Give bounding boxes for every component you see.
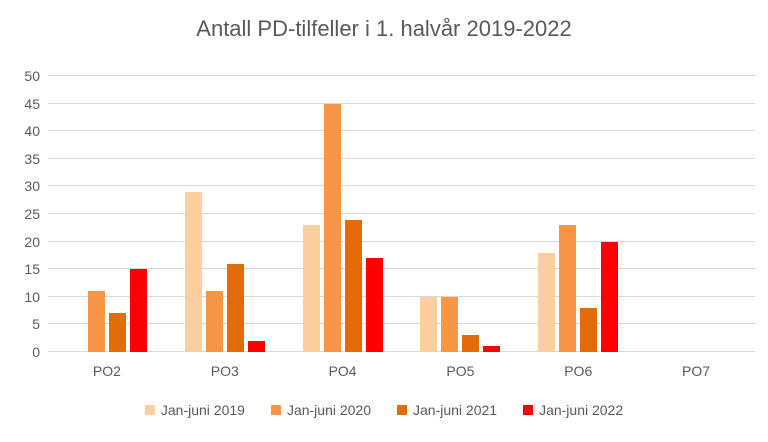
legend-item: Jan-juni 2022 [523, 402, 623, 418]
x-tick-label: PO2 [92, 363, 121, 379]
x-axis-tick-labels: PO2 PO3 PO4 PO5 PO6 PO7 [48, 361, 755, 381]
bar [108, 313, 126, 352]
y-tick-label: 15 [24, 261, 40, 278]
bar [601, 241, 619, 352]
gridline [48, 157, 755, 159]
bar [559, 225, 577, 352]
bar [247, 340, 265, 352]
bar [462, 335, 480, 352]
x-tick-label: PO6 [564, 363, 593, 379]
y-axis-tick-labels: 0 5 10 15 20 25 30 35 40 45 50 [0, 69, 40, 359]
y-tick-label: 5 [32, 316, 40, 333]
legend-item: Jan-juni 2019 [144, 402, 245, 418]
y-tick-label: 40 [24, 123, 40, 140]
bar [226, 263, 244, 352]
gridline [48, 75, 755, 76]
bar [538, 252, 556, 352]
bar [205, 291, 223, 352]
bar [580, 307, 598, 352]
legend-label: Jan-juni 2019 [160, 402, 245, 418]
bar [87, 291, 105, 352]
y-tick-label: 25 [24, 206, 40, 222]
x-tick-label: PO3 [210, 363, 239, 379]
gridline [48, 295, 755, 297]
bar [441, 296, 459, 352]
bar-group [637, 76, 755, 352]
gridline [48, 213, 755, 214]
legend-label: Jan-juni 2022 [539, 402, 624, 418]
chart-title: Antall PD-tilfeller i 1. halvår 2019-202… [196, 16, 572, 41]
y-tick-label: 45 [24, 95, 40, 112]
legend-swatch [144, 405, 155, 415]
y-tick-label: 10 [24, 288, 40, 305]
bar [302, 225, 320, 352]
gridline [48, 102, 755, 104]
legend: Jan-juni 2019 Jan-juni 2020 Jan-juni 2021 J… [0, 399, 768, 421]
legend-item: Jan-juni 2020 [270, 402, 371, 418]
gridline [48, 351, 755, 352]
gridline [48, 185, 755, 187]
bar-group [401, 76, 519, 352]
bar [323, 103, 341, 352]
bar [129, 269, 147, 352]
plot-area [48, 75, 755, 352]
bar-group [284, 76, 402, 352]
y-tick-label: 35 [24, 150, 40, 167]
legend-label: Jan-juni 2021 [413, 402, 498, 418]
gridline [48, 323, 755, 325]
bar [365, 258, 383, 352]
x-tick-label: PO5 [446, 363, 475, 379]
legend-swatch [397, 405, 407, 415]
x-tick-label: PO4 [328, 363, 357, 379]
y-tick-label: 0 [32, 344, 40, 360]
y-tick-label: 50 [24, 68, 40, 84]
gridline [48, 268, 755, 270]
bar-group [166, 76, 284, 352]
y-tick-label: 20 [24, 233, 40, 250]
gridline [48, 240, 755, 242]
bar [184, 191, 202, 352]
bar [344, 219, 362, 352]
bar-group [48, 76, 166, 352]
legend-label: Jan-juni 2020 [286, 402, 371, 418]
gridline [48, 130, 755, 132]
x-tick-label: PO7 [682, 363, 711, 379]
legend-swatch [523, 405, 534, 415]
bar [420, 296, 438, 352]
legend-swatch [270, 405, 281, 415]
bar-group [519, 76, 637, 352]
y-tick-label: 30 [24, 178, 40, 195]
bar-groups [48, 76, 755, 352]
bar [483, 346, 501, 352]
legend-item: Jan-juni 2021 [397, 402, 497, 418]
